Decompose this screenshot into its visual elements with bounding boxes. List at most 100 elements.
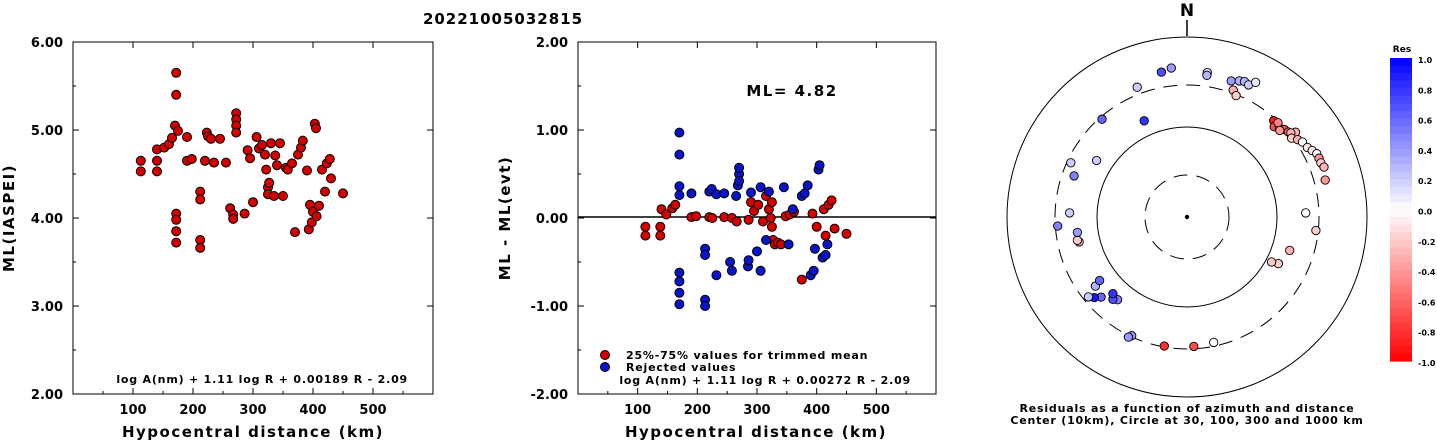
station-residual-point [1069, 171, 1079, 181]
data-point [257, 140, 267, 150]
data-point [171, 226, 182, 237]
data-point-trimmed [766, 221, 777, 232]
data-point [270, 150, 281, 161]
ring-100km [1096, 126, 1278, 308]
ml-annotation: ML= 4.82 [746, 82, 837, 100]
data-point [135, 155, 146, 166]
colorbar-cell [1390, 179, 1412, 188]
colorbar-tick-label: -0.2 [1418, 238, 1436, 247]
y-tick-label: 6.00 [31, 36, 63, 51]
data-point-trimmed [820, 230, 831, 241]
data-point [228, 213, 239, 224]
data-point [221, 157, 231, 168]
data-point-trimmed [765, 213, 776, 223]
data-point-trimmed [796, 274, 807, 285]
x-tick-label: 300 [239, 403, 266, 418]
station-residual-point [1273, 118, 1283, 128]
legend-label-trimmed: 25%-75% values for trimmed mean [626, 349, 868, 362]
data-point [302, 165, 312, 176]
data-point [297, 135, 308, 146]
data-point-rejected [763, 186, 774, 197]
data-point-rejected [674, 190, 685, 201]
data-point-rejected [719, 188, 730, 199]
data-point-rejected [743, 255, 754, 266]
data-point-trimmed [640, 221, 651, 232]
colorbar-cell [1390, 133, 1412, 142]
data-point-trimmed [707, 213, 718, 223]
data-point-trimmed [731, 216, 742, 227]
colorbar-tick-label: -1.0 [1418, 359, 1436, 368]
data-point-trimmed [841, 228, 852, 239]
polar-caption-line1: Residuals as a function of azimuth and d… [1019, 402, 1354, 415]
data-point-rejected [809, 243, 820, 254]
y-tick-label: 4.00 [31, 212, 63, 227]
colorbar-title: Res [1393, 45, 1411, 55]
data-point [261, 164, 272, 175]
station-residual-point [1097, 114, 1107, 124]
station-residual-point [1250, 77, 1261, 87]
station-residual-point [1189, 341, 1199, 352]
data-point [171, 214, 182, 225]
event-id-title: 20221005032815 [423, 10, 583, 28]
colorbar-cell [1390, 338, 1412, 347]
data-point [266, 138, 276, 149]
data-point [171, 67, 182, 78]
station-residual-point [1132, 82, 1142, 92]
data-point [269, 191, 279, 201]
colorbar-tick-label: -0.8 [1418, 329, 1436, 338]
ring-300km [1054, 84, 1320, 350]
data-point [231, 127, 242, 138]
station-residual-point [1275, 125, 1285, 136]
colorbar-tick-label: -0.6 [1418, 298, 1436, 307]
colorbar-tick-label: 1.0 [1418, 56, 1433, 65]
colorbar-cell [1390, 330, 1412, 339]
colorbar-cell [1390, 95, 1412, 105]
colorbar-cell [1390, 224, 1412, 233]
data-point [186, 154, 197, 164]
y-tick-label: -1.00 [531, 300, 568, 315]
data-point [206, 133, 216, 144]
colorbar-cell [1390, 156, 1412, 165]
data-point [311, 123, 321, 134]
x-tick-label: 500 [863, 403, 890, 418]
data-point [152, 155, 162, 166]
colorbar-cell [1390, 118, 1412, 127]
station-residual-point [1083, 292, 1094, 302]
station-residual-point [1319, 162, 1329, 172]
station-residual-point [1072, 227, 1083, 238]
data-point [324, 154, 335, 164]
x-tick-label: 200 [179, 403, 206, 418]
station-residual-point [1091, 155, 1102, 166]
data-point-trimmed [655, 221, 666, 232]
colorbar-tick-label: 0.8 [1418, 86, 1433, 95]
station-residual-point [1066, 158, 1076, 168]
data-point-rejected [814, 160, 825, 171]
colorbar-cell [1390, 141, 1412, 150]
station-residual-point [1094, 275, 1105, 286]
station-residual-point [1226, 76, 1236, 86]
colorbar-cell [1390, 247, 1412, 256]
data-point-rejected [761, 235, 771, 245]
data-point-rejected [755, 265, 766, 276]
colorbar-cell [1390, 262, 1412, 271]
legend-label-rejected: Rejected values [626, 361, 736, 374]
data-point-trimmed [661, 209, 672, 220]
colorbar-cell [1390, 285, 1412, 294]
x-tick-label: 500 [359, 403, 386, 418]
data-point-rejected [752, 246, 762, 257]
data-point-trimmed [670, 199, 681, 210]
data-point [272, 160, 282, 171]
y-tick-label: 1.00 [536, 124, 568, 139]
station-residual-point [1285, 245, 1295, 256]
colorbar-cell [1390, 270, 1412, 279]
data-point [245, 153, 255, 164]
y-tick-label: 2.00 [536, 36, 568, 51]
data-point-trimmed [829, 223, 840, 234]
colorbar-tick-label: -0.4 [1418, 268, 1436, 277]
data-point [195, 242, 206, 253]
data-point [209, 157, 219, 168]
panel2-y-axis-label: ML - ML(evt) [496, 156, 514, 280]
data-point [173, 125, 183, 136]
data-point [320, 186, 330, 197]
